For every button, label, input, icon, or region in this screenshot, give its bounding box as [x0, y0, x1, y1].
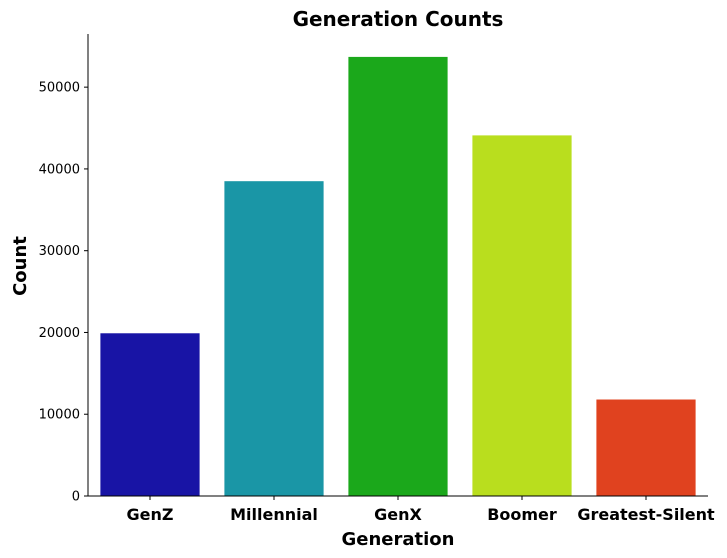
x-tick-label: GenX: [374, 505, 422, 524]
bar-boomer: [472, 135, 572, 496]
y-tick-label: 40000: [39, 162, 80, 177]
bar-greatest-silent: [596, 399, 696, 496]
bar-genx: [348, 56, 448, 497]
bar-genz: [100, 333, 200, 496]
bar-millennial: [224, 181, 324, 496]
chart-title: Generation Counts: [293, 7, 504, 31]
y-ticks-group: 0 10000 20000 30000 40000 50000: [39, 81, 88, 505]
x-tick-label: GenZ: [127, 505, 174, 524]
x-tick-label: Millennial: [230, 505, 318, 524]
y-tick-label: 50000: [39, 81, 80, 96]
y-tick-label: 20000: [39, 326, 80, 341]
x-axis-label: Generation: [342, 529, 455, 550]
bars-group: [100, 56, 696, 497]
x-tick-label: Greatest-Silent: [577, 505, 715, 524]
x-tick-label: Boomer: [487, 505, 557, 524]
y-tick-label: 0: [72, 490, 80, 505]
y-tick-label: 10000: [39, 408, 80, 423]
y-axis-label: Count: [10, 236, 31, 296]
y-tick-label: 30000: [39, 244, 80, 259]
x-ticks-group: GenZ Millennial GenX Boomer Greatest-Silent: [127, 496, 715, 524]
